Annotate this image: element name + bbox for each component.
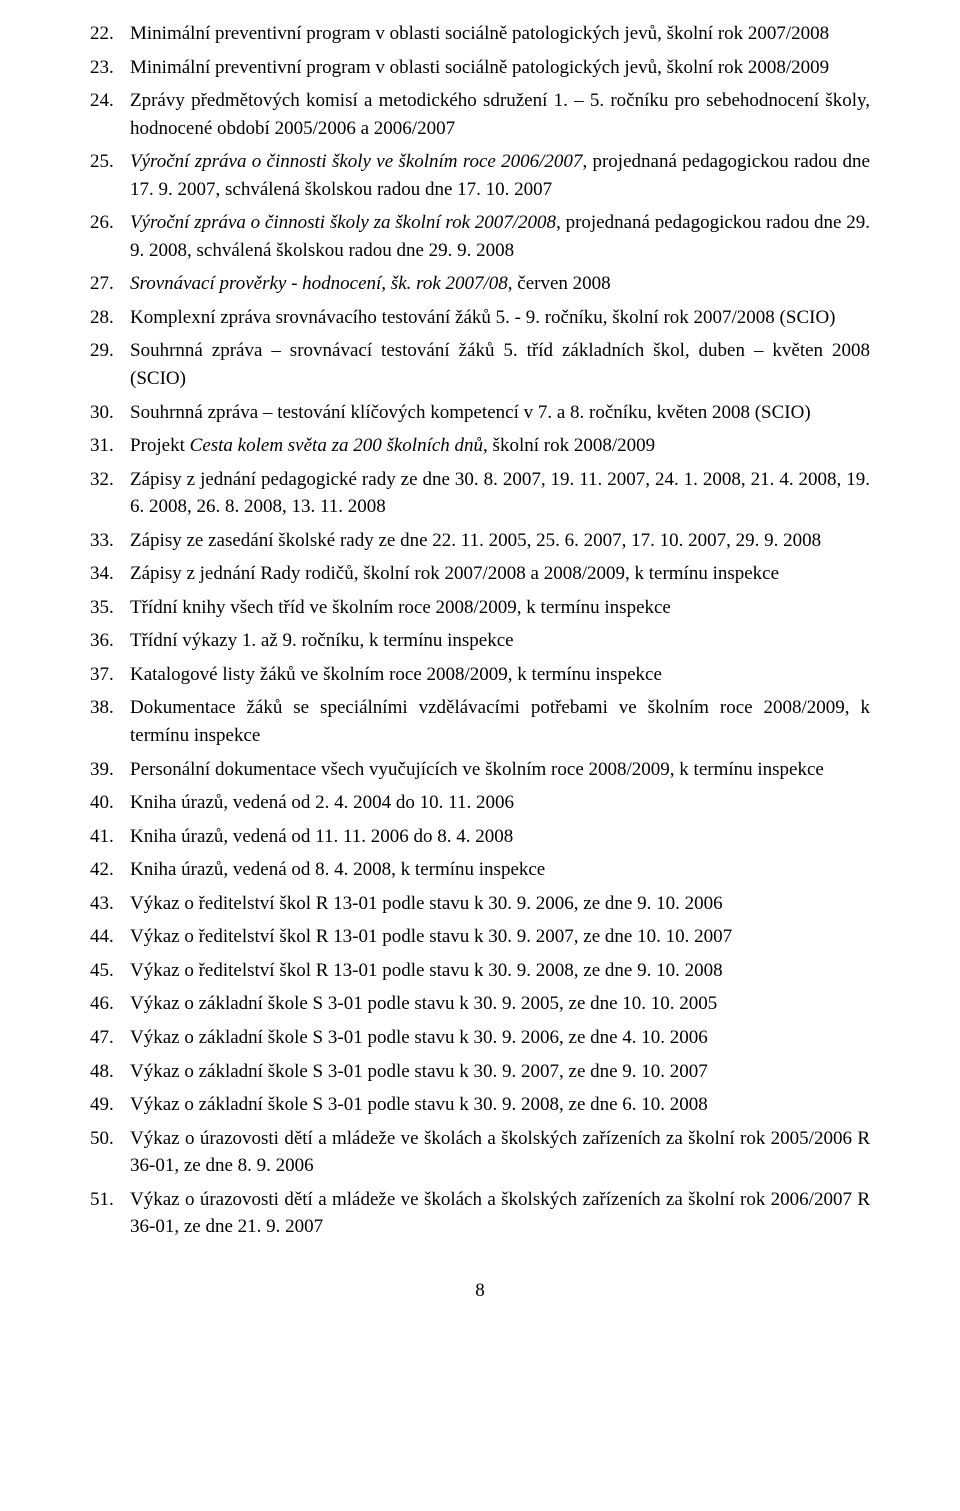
list-item-number: 48. [90, 1058, 130, 1086]
list-item-number: 47. [90, 1024, 130, 1052]
list-item-number: 23. [90, 54, 130, 82]
list-item-number: 27. [90, 270, 130, 298]
list-item-text: Kniha úrazů, vedená od 8. 4. 2008, k ter… [130, 856, 870, 884]
list-item: 46.Výkaz o základní škole S 3-01 podle s… [90, 990, 870, 1018]
list-item-number: 39. [90, 756, 130, 784]
list-item-number: 30. [90, 399, 130, 427]
list-item-text: Třídní knihy všech tříd ve školním roce … [130, 594, 870, 622]
list-item-text: Minimální preventivní program v oblasti … [130, 20, 870, 48]
list-item: 27.Srovnávací prověrky - hodnocení, šk. … [90, 270, 870, 298]
list-item-text: Třídní výkazy 1. až 9. ročníku, k termín… [130, 627, 870, 655]
list-item-text: Výroční zpráva o činnosti školy za školn… [130, 209, 870, 264]
list-item: 25.Výroční zpráva o činnosti školy ve šk… [90, 148, 870, 203]
list-item-number: 34. [90, 560, 130, 588]
list-item-text: Zprávy předmětových komisí a metodického… [130, 87, 870, 142]
list-item-number: 37. [90, 661, 130, 689]
list-item-text: Výroční zpráva o činnosti školy ve školn… [130, 148, 870, 203]
list-item-number: 29. [90, 337, 130, 365]
list-item: 47.Výkaz o základní škole S 3-01 podle s… [90, 1024, 870, 1052]
list-item-text: Výkaz o úrazovosti dětí a mládeže ve ško… [130, 1186, 870, 1241]
list-item-number: 42. [90, 856, 130, 884]
list-item-text: Katalogové listy žáků ve školním roce 20… [130, 661, 870, 689]
list-item-number: 43. [90, 890, 130, 918]
list-item-number: 35. [90, 594, 130, 622]
list-item-number: 31. [90, 432, 130, 460]
list-item-number: 26. [90, 209, 130, 237]
list-item-number: 49. [90, 1091, 130, 1119]
list-item-text: Zápisy z jednání Rady rodičů, školní rok… [130, 560, 870, 588]
list-item-text: Výkaz o ředitelství škol R 13-01 podle s… [130, 923, 870, 951]
list-item-text: Personální dokumentace všech vyučujících… [130, 756, 870, 784]
list-item: 44.Výkaz o ředitelství škol R 13-01 podl… [90, 923, 870, 951]
list-item: 45.Výkaz o ředitelství škol R 13-01 podl… [90, 957, 870, 985]
list-item: 36.Třídní výkazy 1. až 9. ročníku, k ter… [90, 627, 870, 655]
list-item-number: 38. [90, 694, 130, 722]
list-item: 28.Komplexní zpráva srovnávacího testová… [90, 304, 870, 332]
list-item-number: 41. [90, 823, 130, 851]
list-item: 39.Personální dokumentace všech vyučujíc… [90, 756, 870, 784]
list-item-text: Výkaz o ředitelství škol R 13-01 podle s… [130, 957, 870, 985]
list-item-text: Souhrnná zpráva – srovnávací testování ž… [130, 337, 870, 392]
list-item: 23.Minimální preventivní program v oblas… [90, 54, 870, 82]
list-item: 51.Výkaz o úrazovosti dětí a mládeže ve … [90, 1186, 870, 1241]
list-item-number: 36. [90, 627, 130, 655]
list-item-number: 40. [90, 789, 130, 817]
list-item-number: 28. [90, 304, 130, 332]
list-item-run: Cesta kolem světa za 200 školních dnů [190, 435, 483, 456]
numbered-list: 22.Minimální preventivní program v oblas… [90, 20, 870, 1241]
list-item-number: 33. [90, 527, 130, 555]
list-item-number: 45. [90, 957, 130, 985]
list-item-number: 22. [90, 20, 130, 48]
list-item: 37.Katalogové listy žáků ve školním roce… [90, 661, 870, 689]
list-item-text: Výkaz o základní škole S 3-01 podle stav… [130, 1024, 870, 1052]
list-item-text: Výkaz o ředitelství škol R 13-01 podle s… [130, 890, 870, 918]
list-item-text: Srovnávací prověrky - hodnocení, šk. rok… [130, 270, 870, 298]
list-item-number: 44. [90, 923, 130, 951]
list-item-run: Výroční zpráva o činnosti školy za školn… [130, 212, 556, 233]
list-item: 26.Výroční zpráva o činnosti školy za šk… [90, 209, 870, 264]
list-item: 22.Minimální preventivní program v oblas… [90, 20, 870, 48]
list-item: 24.Zprávy předmětových komisí a metodick… [90, 87, 870, 142]
list-item-number: 50. [90, 1125, 130, 1153]
list-item-text: Výkaz o úrazovosti dětí a mládeže ve ško… [130, 1125, 870, 1180]
list-item-run: Projekt [130, 435, 190, 456]
list-item: 31.Projekt Cesta kolem světa za 200 škol… [90, 432, 870, 460]
list-item-text: Výkaz o základní škole S 3-01 podle stav… [130, 990, 870, 1018]
list-item: 40.Kniha úrazů, vedená od 2. 4. 2004 do … [90, 789, 870, 817]
list-item-text: Souhrnná zpráva – testování klíčových ko… [130, 399, 870, 427]
list-item-run: Srovnávací prověrky - hodnocení, šk. rok… [130, 273, 508, 294]
list-item: 49.Výkaz o základní škole S 3-01 podle s… [90, 1091, 870, 1119]
list-item: 33.Zápisy ze zasedání školské rady ze dn… [90, 527, 870, 555]
list-item-text: Kniha úrazů, vedená od 2. 4. 2004 do 10.… [130, 789, 870, 817]
page-number: 8 [90, 1277, 870, 1305]
list-item-run: , červen 2008 [508, 273, 611, 294]
list-item: 35.Třídní knihy všech tříd ve školním ro… [90, 594, 870, 622]
list-item: 30.Souhrnná zpráva – testování klíčových… [90, 399, 870, 427]
list-item-text: Projekt Cesta kolem světa za 200 školníc… [130, 432, 870, 460]
list-item-text: Výkaz o základní škole S 3-01 podle stav… [130, 1091, 870, 1119]
list-item-text: Zápisy z jednání pedagogické rady ze dne… [130, 466, 870, 521]
list-item-number: 25. [90, 148, 130, 176]
list-item: 48.Výkaz o základní škole S 3-01 podle s… [90, 1058, 870, 1086]
list-item: 29.Souhrnná zpráva – srovnávací testován… [90, 337, 870, 392]
list-item: 43.Výkaz o ředitelství škol R 13-01 podl… [90, 890, 870, 918]
list-item: 41.Kniha úrazů, vedená od 11. 11. 2006 d… [90, 823, 870, 851]
list-item-run: , školní rok 2008/2009 [483, 435, 655, 456]
list-item-text: Výkaz o základní škole S 3-01 podle stav… [130, 1058, 870, 1086]
list-item-number: 51. [90, 1186, 130, 1214]
list-item: 34.Zápisy z jednání Rady rodičů, školní … [90, 560, 870, 588]
list-item: 50.Výkaz o úrazovosti dětí a mládeže ve … [90, 1125, 870, 1180]
list-item-text: Komplexní zpráva srovnávacího testování … [130, 304, 870, 332]
list-item-run: Výroční zpráva o činnosti školy ve školn… [130, 151, 582, 172]
list-item: 38.Dokumentace žáků se speciálními vzděl… [90, 694, 870, 749]
list-item-text: Zápisy ze zasedání školské rady ze dne 2… [130, 527, 870, 555]
list-item-text: Minimální preventivní program v oblasti … [130, 54, 870, 82]
list-item: 32.Zápisy z jednání pedagogické rady ze … [90, 466, 870, 521]
list-item: 42.Kniha úrazů, vedená od 8. 4. 2008, k … [90, 856, 870, 884]
list-item-number: 24. [90, 87, 130, 115]
list-item-text: Kniha úrazů, vedená od 11. 11. 2006 do 8… [130, 823, 870, 851]
list-item-text: Dokumentace žáků se speciálními vzděláva… [130, 694, 870, 749]
list-item-number: 46. [90, 990, 130, 1018]
list-item-number: 32. [90, 466, 130, 494]
